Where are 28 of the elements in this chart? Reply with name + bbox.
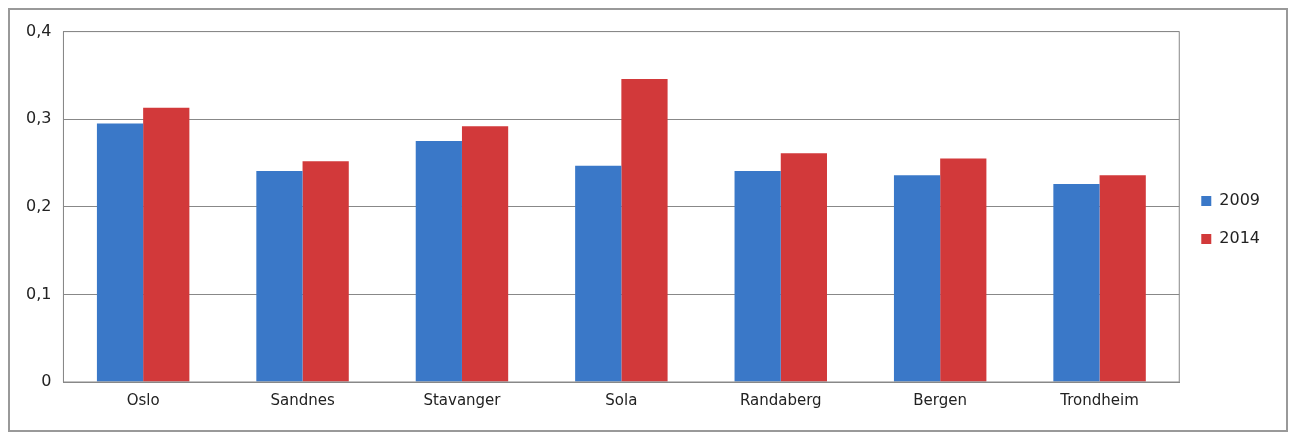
bar — [893, 175, 941, 382]
bar — [575, 165, 622, 382]
bar — [302, 161, 349, 382]
bar — [415, 141, 462, 382]
bar — [1053, 184, 1100, 382]
x-tick-label: Oslo — [126, 390, 160, 409]
bar — [621, 78, 668, 382]
bar — [96, 123, 144, 382]
x-tick-label: Sandnes — [270, 390, 335, 409]
x-tick-label: Sola — [605, 390, 638, 409]
bar — [734, 170, 781, 382]
y-tick-label: 0,2 — [25, 195, 52, 215]
y-tick-label: 0 — [41, 371, 52, 391]
x-tick-label: Stavanger — [423, 390, 502, 409]
x-tick-label: Randaberg — [739, 390, 822, 409]
y-tick-label: 0,3 — [25, 108, 52, 128]
x-tick-label: Trondheim — [1059, 390, 1139, 409]
legend-label: 2009 — [1219, 190, 1260, 210]
bar — [1099, 175, 1146, 382]
bar — [256, 170, 303, 382]
y-tick-label: 0,1 — [25, 283, 52, 303]
bar — [940, 158, 987, 382]
y-tick-label: 0,4 — [25, 20, 52, 40]
bar — [780, 153, 827, 382]
bar — [461, 126, 509, 382]
bar — [143, 107, 190, 382]
legend-label: 2014 — [1219, 228, 1260, 248]
x-tick-label: Bergen — [913, 390, 968, 409]
